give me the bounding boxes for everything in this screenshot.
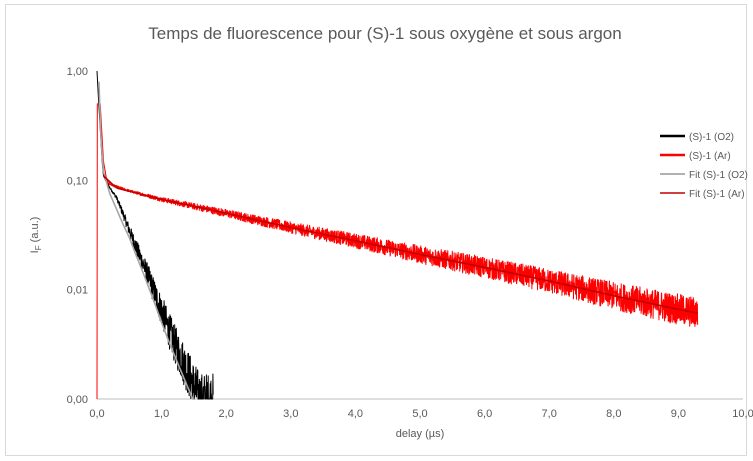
y-tick-label: 1,00 xyxy=(67,66,88,78)
y-axis-label-sub: F xyxy=(34,245,43,250)
chart-title: Temps de fluorescence pour (S)-1 sous ox… xyxy=(148,24,621,43)
fit-ar-line xyxy=(102,175,698,314)
fit-o2-line xyxy=(98,81,195,400)
y-tick-label: 0,10 xyxy=(67,175,88,187)
x-tick-label: 2,0 xyxy=(219,408,234,420)
legend-label: (S)-1 (Ar) xyxy=(689,151,731,162)
x-tick-label: 1,0 xyxy=(154,408,169,420)
x-tick-label: 4,0 xyxy=(348,408,363,420)
legend-label: Fit (S)-1 (O2) xyxy=(689,170,748,181)
y-tick-label: 0,01 xyxy=(67,285,88,297)
y-axis-label-tail: (a.u.) xyxy=(29,217,41,246)
x-tick-label: 6,0 xyxy=(477,408,492,420)
x-tick-label: 10,0 xyxy=(732,408,753,420)
plot-area xyxy=(96,70,699,400)
x-tick-label: 5,0 xyxy=(412,408,427,420)
x-tick-labels: 0,0 1,0 2,0 3,0 4,0 5,0 6,0 7,0 8,0 9,0 10,0 xyxy=(89,408,753,420)
y-axis-label: IF (a.u.) xyxy=(29,217,43,254)
y-tick-label: 0,00 xyxy=(67,394,88,406)
x-tick-label: 7,0 xyxy=(542,408,557,420)
y-tick-labels: 0,00 0,01 0,10 1,00 xyxy=(67,66,88,406)
x-axis-label: delay (µs) xyxy=(396,428,445,440)
legend-label: Fit (S)-1 (Ar) xyxy=(689,189,745,200)
legend: (S)-1 (O2) (S)-1 (Ar) Fit (S)-1 (O2) Fit (S… xyxy=(660,132,748,200)
legend-label: (S)-1 (O2) xyxy=(689,132,734,143)
x-tick-label: 0,0 xyxy=(89,408,104,420)
x-tick-label: 8,0 xyxy=(606,408,621,420)
series-ar-line xyxy=(96,103,699,400)
y-axis-label-main: I xyxy=(29,250,41,253)
x-tick-label: 9,0 xyxy=(671,408,686,420)
x-tick-label: 3,0 xyxy=(283,408,298,420)
series-o2-line xyxy=(96,70,214,400)
